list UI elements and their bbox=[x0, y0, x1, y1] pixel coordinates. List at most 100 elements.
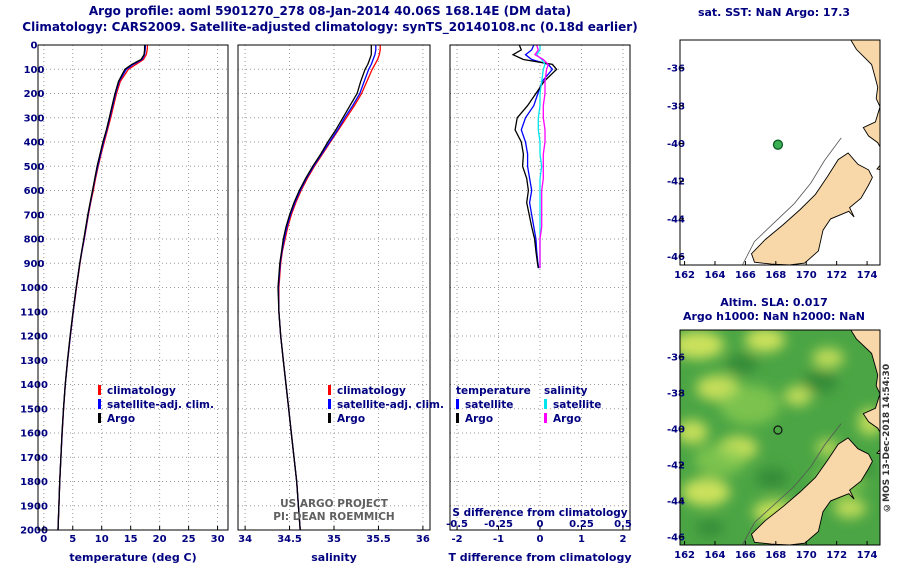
sla-map: 162 164 166 168 170 172 174 -36 -38 -40 -42 -44 -46 bbox=[667, 329, 881, 561]
project-note-line1: US ARGO PROJECT bbox=[280, 498, 388, 510]
svg-text:166: 166 bbox=[735, 270, 756, 281]
salinity-profile-panel: 34 34.5 35 35.5 36 salinity bbox=[237, 44, 431, 564]
legend-item: satellite-adj. clim. bbox=[98, 398, 214, 412]
sla-heatmap-blobs bbox=[680, 330, 880, 536]
svg-text:0: 0 bbox=[537, 534, 544, 545]
svg-text:700: 700 bbox=[24, 210, 45, 221]
temperature-profile-panel: 0 5 10 15 20 25 300100200300400500600700800900… bbox=[20, 41, 229, 564]
svg-text:1500: 1500 bbox=[20, 404, 48, 415]
series-Argo bbox=[57, 45, 146, 531]
legend-item: Argo bbox=[328, 412, 444, 426]
legend-item: Argo bbox=[456, 412, 544, 426]
svg-text:166: 166 bbox=[735, 550, 756, 561]
float-position-marker bbox=[772, 139, 784, 150]
svg-text:1800: 1800 bbox=[20, 477, 48, 488]
svg-text:1400: 1400 bbox=[20, 380, 48, 391]
legend-item: climatology bbox=[98, 384, 214, 398]
legend-label: Argo bbox=[107, 413, 136, 425]
legend-label: satellite bbox=[465, 399, 514, 411]
svg-text:salinity: salinity bbox=[311, 551, 357, 564]
svg-text:170: 170 bbox=[796, 550, 817, 561]
north-island-land bbox=[850, 330, 880, 455]
svg-text:2000: 2000 bbox=[20, 526, 48, 537]
svg-text:35: 35 bbox=[327, 534, 341, 545]
svg-text:300: 300 bbox=[24, 113, 45, 124]
svg-text:100: 100 bbox=[24, 65, 45, 76]
shelf-contour bbox=[742, 137, 842, 265]
series-T-Argo bbox=[511, 44, 558, 269]
svg-text:36: 36 bbox=[416, 534, 430, 545]
temperature-legend: climatology satellite-adj. clim. Argo bbox=[98, 384, 214, 426]
svg-text:168: 168 bbox=[765, 550, 786, 561]
series-Argo bbox=[277, 45, 372, 531]
svg-text:600: 600 bbox=[24, 186, 45, 197]
svg-text:1200: 1200 bbox=[20, 332, 48, 343]
svg-text:-40: -40 bbox=[667, 139, 685, 150]
legend-item: Argo bbox=[544, 412, 632, 426]
svg-text:-36: -36 bbox=[667, 352, 685, 363]
svg-text:172: 172 bbox=[826, 550, 847, 561]
legend-item: satellite-adj. clim. bbox=[328, 398, 444, 412]
svg-text:5: 5 bbox=[69, 534, 76, 545]
svg-text:T difference from climatology: T difference from climatology bbox=[448, 551, 631, 564]
svg-text:168: 168 bbox=[765, 270, 786, 281]
legend-label: climatology bbox=[107, 385, 176, 397]
sla-map-title-line2: Argo h1000: NaN h2000: NaN bbox=[682, 310, 866, 323]
legend-marker-icon bbox=[456, 413, 459, 423]
legend-item: satellite bbox=[544, 398, 632, 412]
svg-text:900: 900 bbox=[24, 259, 45, 270]
legend-item: climatology bbox=[328, 384, 444, 398]
svg-text:0: 0 bbox=[40, 534, 47, 545]
difference-profile-panel: -2 -1 0 1 2 T difference from climatology S di… bbox=[446, 44, 632, 564]
sst-map: 162 164 166 168 170 172 174 -36 -38 -40 -42 -44 -46 bbox=[667, 39, 881, 281]
svg-text:162: 162 bbox=[674, 270, 695, 281]
svg-text:25: 25 bbox=[182, 534, 196, 545]
svg-text:164: 164 bbox=[705, 550, 726, 561]
svg-text:temperature (deg C): temperature (deg C) bbox=[69, 551, 196, 564]
svg-text:-0.25: -0.25 bbox=[484, 519, 513, 530]
legend-column: salinity satellite Argo bbox=[544, 384, 632, 426]
svg-text:1: 1 bbox=[578, 534, 585, 545]
legend-marker-icon bbox=[544, 399, 547, 409]
legend-label: satellite bbox=[553, 399, 602, 411]
svg-text:-38: -38 bbox=[667, 101, 685, 112]
legend-column: temperature satellite Argo bbox=[456, 384, 544, 426]
svg-text:30: 30 bbox=[211, 534, 225, 545]
svg-text:170: 170 bbox=[796, 270, 817, 281]
legend-label: Argo bbox=[553, 413, 582, 425]
svg-text:-42: -42 bbox=[667, 177, 685, 188]
svg-text:1300: 1300 bbox=[20, 356, 48, 367]
legend-marker-icon bbox=[544, 413, 547, 423]
svg-text:-1: -1 bbox=[493, 534, 504, 545]
svg-text:-40: -40 bbox=[667, 424, 685, 435]
south-island-land bbox=[750, 152, 873, 265]
svg-text:34.5: 34.5 bbox=[277, 534, 302, 545]
svg-text:S difference from climatology: S difference from climatology bbox=[452, 507, 627, 519]
legend-label: satellite-adj. clim. bbox=[337, 399, 444, 411]
series-S-satellite bbox=[535, 45, 546, 269]
south-island-land bbox=[750, 437, 873, 545]
figure-title-line1: Argo profile: aoml 5901270_278 08-Jan-20… bbox=[88, 4, 572, 18]
legend-marker-icon bbox=[98, 399, 101, 409]
svg-text:1000: 1000 bbox=[20, 283, 48, 294]
legend-label: Argo bbox=[337, 413, 366, 425]
svg-text:20: 20 bbox=[153, 534, 167, 545]
svg-text:-42: -42 bbox=[667, 460, 685, 471]
svg-text:-44: -44 bbox=[667, 214, 685, 225]
figure-title-line2: Climatology: CARS2009. Satellite-adjuste… bbox=[22, 20, 638, 34]
salinity-legend: climatology satellite-adj. clim. Argo bbox=[328, 384, 444, 426]
svg-text:1100: 1100 bbox=[20, 307, 48, 318]
legend-marker-icon bbox=[328, 385, 331, 395]
shelf-contour bbox=[742, 423, 842, 545]
legend-marker-icon bbox=[456, 399, 459, 409]
float-position-marker bbox=[773, 425, 783, 435]
svg-text:400: 400 bbox=[24, 138, 45, 149]
legend-marker-icon bbox=[98, 413, 101, 423]
svg-text:1900: 1900 bbox=[20, 501, 48, 512]
series-satellite-adj-clim bbox=[277, 45, 377, 531]
series-S-Argo bbox=[534, 44, 550, 269]
svg-text:800: 800 bbox=[24, 235, 45, 246]
legend-column-header: salinity bbox=[544, 385, 588, 397]
svg-text:200: 200 bbox=[24, 89, 45, 100]
